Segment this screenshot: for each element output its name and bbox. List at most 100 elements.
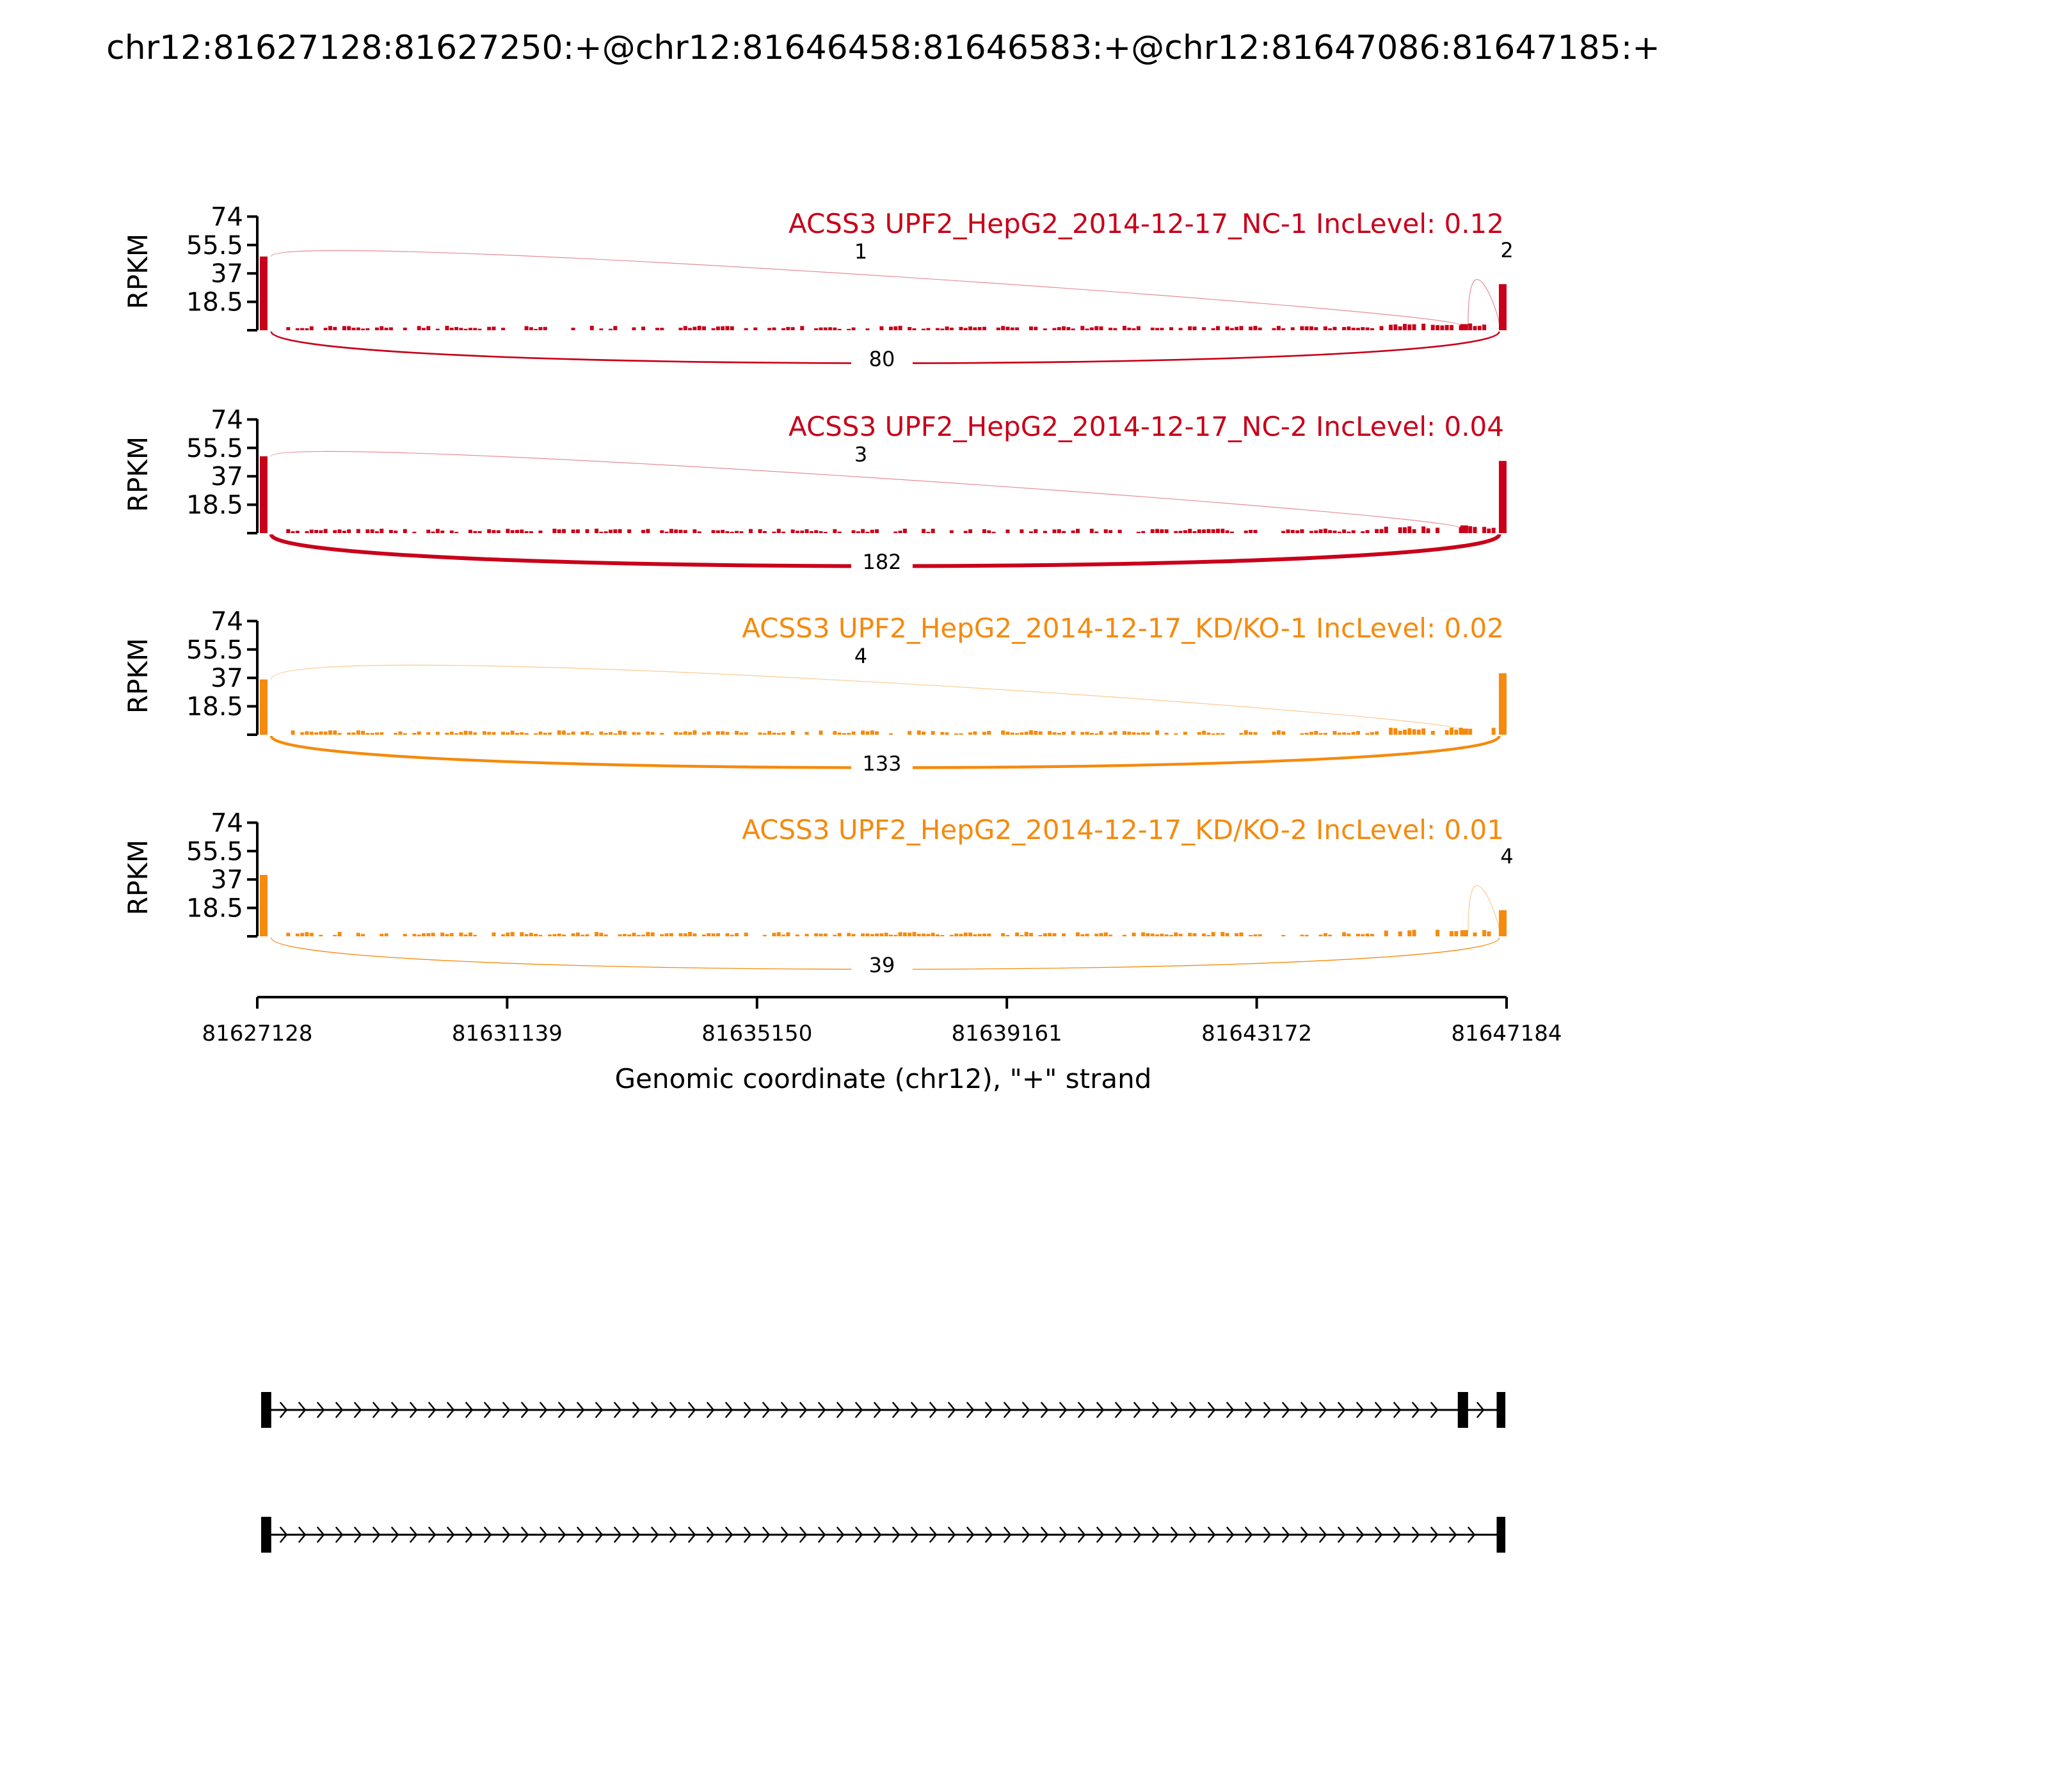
coverage-bar [426, 732, 431, 735]
coverage-bar [309, 932, 314, 936]
coverage-bar [627, 529, 632, 533]
isoform-structures [261, 1392, 1506, 1553]
coverage-bar [823, 531, 828, 533]
coverage-bar [688, 328, 692, 330]
coverage-bar [1197, 732, 1201, 735]
coverage-bar [1220, 733, 1225, 735]
coverage-bar [1421, 526, 1426, 533]
coverage-bar [1342, 529, 1347, 533]
coverage-bar [804, 732, 809, 735]
coverage-bar [515, 530, 519, 533]
coverage-bar [1192, 933, 1197, 936]
coverage-bar [538, 934, 543, 936]
coverage-bar [1421, 728, 1426, 735]
coverage-bar [1337, 732, 1341, 735]
coverage-bar [1123, 731, 1126, 735]
coverage-bar [1085, 732, 1089, 735]
coverage-bar [725, 531, 730, 533]
coverage-bar [1164, 529, 1169, 533]
coverage-bar [908, 731, 912, 735]
junction-count-bg [830, 238, 892, 264]
coverage-bar [1094, 531, 1099, 533]
coverage-bar [823, 933, 828, 936]
coverage-bar [1024, 932, 1028, 936]
strand-arrow [1430, 1402, 1439, 1418]
strand-arrow [1374, 1402, 1383, 1418]
coverage-bar [1440, 325, 1444, 330]
coverage-bar [1309, 732, 1313, 735]
coverage-bar [1304, 934, 1309, 936]
coverage-bar [473, 934, 477, 936]
coverage-bar [1099, 326, 1103, 330]
coverage-bar [1080, 326, 1085, 330]
coverage-bar [1468, 526, 1473, 533]
strand-arrow [465, 1526, 474, 1543]
strand-arrow [873, 1402, 882, 1418]
strand-arrow [1263, 1526, 1272, 1543]
coverage-bar [1491, 527, 1496, 533]
strand-arrow [724, 1526, 733, 1543]
coverage-bar [613, 529, 618, 533]
coverage-bar [1272, 328, 1276, 330]
coverage-bar [599, 328, 604, 330]
coverage-bar [1206, 934, 1211, 936]
coverage-bar [1052, 529, 1057, 533]
coverage-bar [552, 529, 557, 533]
coverage-bar [557, 730, 561, 735]
coverage-bar [1365, 933, 1370, 936]
coverage-bar [1160, 328, 1164, 330]
strand-arrow [1226, 1402, 1235, 1418]
coverage-bar [506, 529, 510, 533]
coverage-bar [422, 933, 426, 936]
strand-arrow [650, 1526, 659, 1543]
coverage-bar [1089, 733, 1094, 735]
coverage-bar [711, 328, 716, 330]
coverage-bar [968, 326, 973, 330]
y-tick-label: 18.5 [186, 692, 243, 722]
coverage-bar [1029, 326, 1033, 330]
coverage-bar [440, 530, 445, 533]
strand-arrow [372, 1402, 381, 1418]
coverage-bar [1132, 932, 1136, 936]
strand-arrow [1151, 1526, 1160, 1543]
coverage-bar [744, 328, 748, 330]
coverage-bar [1216, 733, 1220, 735]
coverage-bar [300, 932, 305, 936]
coverage-bar [473, 732, 477, 735]
coverage-bar [814, 530, 819, 533]
coverage-bar [510, 530, 515, 533]
coverage-bar [1351, 732, 1356, 735]
coverage-bar [599, 531, 604, 533]
coverage-bar [1071, 530, 1075, 533]
coverage-bar [987, 933, 991, 936]
y-tick-label: 74 [211, 607, 243, 636]
coverage-bar [473, 531, 477, 533]
strand-arrow [762, 1402, 771, 1418]
coverage-bar [697, 531, 701, 533]
coverage-bar [562, 529, 566, 533]
strand-arrow [1096, 1402, 1105, 1418]
coverage-bar [1351, 328, 1356, 330]
coverage-bar [1220, 529, 1225, 533]
coverage-bar [1253, 326, 1258, 330]
coverage-bar [1071, 328, 1075, 330]
coverage-bar [963, 932, 968, 936]
coverage-bar [692, 326, 697, 330]
coverage-bar [501, 328, 506, 330]
coverage-bar [388, 529, 393, 533]
track-label: ACSS3 UPF2_HepG2_2014-12-17_NC-1 IncLeve… [788, 208, 1504, 239]
coverage-bar [1160, 933, 1164, 936]
coverage-bar [1169, 934, 1173, 936]
coverage-bar [945, 732, 949, 735]
x-tick-label: 81643172 [1201, 1021, 1312, 1046]
coverage-bar [291, 531, 295, 533]
coverage-bar [1197, 529, 1201, 533]
coverage-bar [305, 731, 309, 735]
coverage-bar [557, 529, 561, 533]
coverage-bar [1174, 531, 1178, 533]
coverage-bar [1080, 934, 1085, 936]
coverage-bar [300, 328, 305, 330]
coverage-bar [333, 934, 337, 936]
